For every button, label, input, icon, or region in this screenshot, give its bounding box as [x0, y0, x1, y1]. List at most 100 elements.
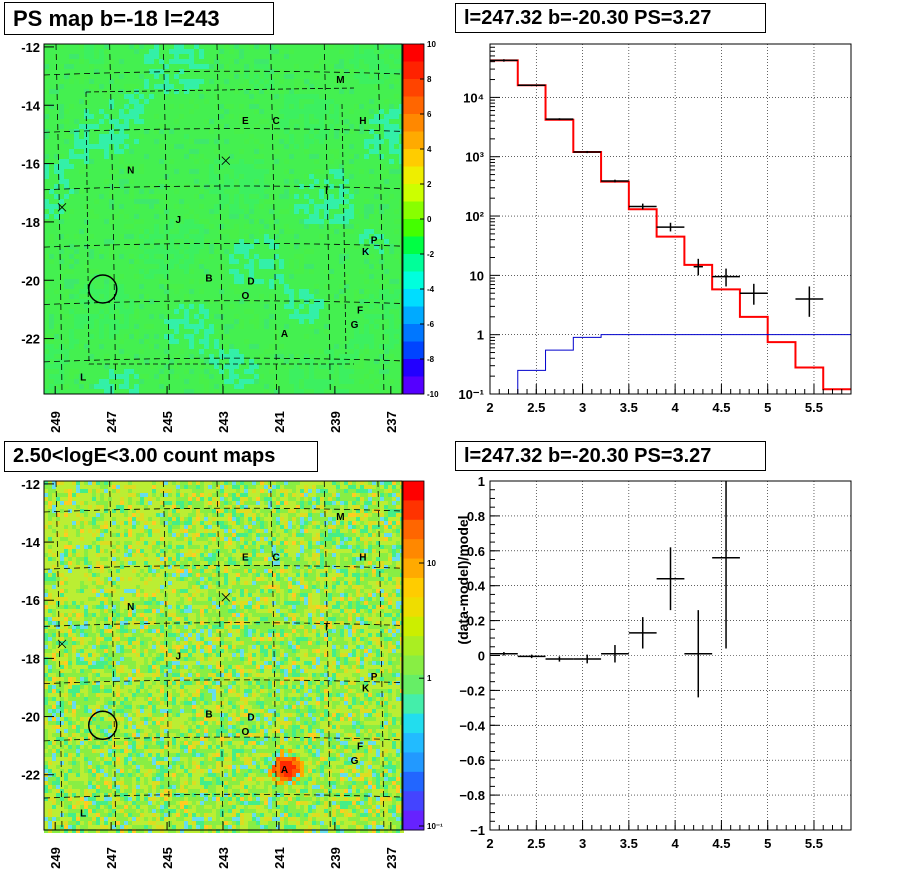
- source-label: H: [359, 553, 366, 564]
- grid-line-vertical: [162, 43, 170, 395]
- y-tick-label: −0.8: [459, 788, 485, 803]
- data-point: [712, 268, 740, 287]
- colorbar-swatch: [403, 539, 424, 560]
- y-tick-label: 0.2: [467, 614, 485, 629]
- grid-line-horizontal: [43, 793, 403, 799]
- x-tick-label: 4: [672, 836, 680, 851]
- grid-line-vertical: [270, 480, 278, 831]
- x-tick-label: 241: [272, 411, 287, 433]
- grid-line-vertical: [162, 480, 170, 831]
- y-tick-label: -18: [21, 651, 40, 666]
- colorbar-swatch: [403, 597, 424, 618]
- source-label: L: [80, 809, 86, 820]
- residual-point: [712, 481, 740, 649]
- colorbar-swatch: [403, 500, 424, 521]
- grid-line-vertical: [270, 43, 278, 395]
- residual-point: [490, 652, 518, 656]
- x-tick-label: 239: [328, 847, 343, 869]
- x-tick-label: 3.5: [620, 836, 638, 851]
- x-tick-label: 237: [384, 847, 399, 869]
- grid-line-vertical: [216, 480, 224, 831]
- colorbar-swatch: [403, 771, 424, 792]
- source-label: M: [336, 512, 344, 523]
- cross-marker: [57, 639, 67, 649]
- x-tick-label: 239: [328, 411, 343, 433]
- cross-marker: [221, 156, 231, 165]
- x-tick-label: 5.5: [805, 400, 823, 415]
- colorbar-swatch: [403, 616, 424, 637]
- y-tick-label: -14: [21, 535, 41, 550]
- grid-line-vertical: [216, 43, 224, 395]
- colorbar-swatch: [403, 376, 424, 395]
- grid-line-horizontal: [43, 622, 403, 627]
- count-map-grid: [43, 480, 403, 831]
- colorbar-swatch: [403, 577, 424, 598]
- source-label: I: [325, 186, 328, 197]
- source-label: E: [242, 116, 249, 127]
- y-tick-label: 10²: [465, 209, 484, 224]
- data-point: [628, 203, 657, 210]
- colorbar-tick-label: 4: [427, 145, 432, 154]
- x-tick-label: 5.5: [805, 836, 823, 851]
- data-point: [601, 179, 629, 183]
- x-tick-label: 5: [764, 836, 771, 851]
- source-label: N: [127, 165, 134, 176]
- grid-line-vertical: [323, 480, 331, 831]
- colorbar-tick-label: 1: [427, 674, 432, 683]
- source-label: N: [127, 602, 134, 613]
- x-tick-label: 4.5: [712, 836, 730, 851]
- y-tick-label: -12: [21, 40, 40, 55]
- grid-line-horizontal: [43, 185, 403, 191]
- source-label: F: [357, 305, 363, 316]
- y-tick-label: 0.8: [467, 509, 485, 524]
- x-tick-label: 237: [384, 411, 399, 433]
- count-map-pixels: [44, 481, 404, 833]
- x-tick-label: 247: [104, 847, 119, 869]
- y-tick-label: -12: [21, 477, 40, 492]
- source-label: K: [362, 683, 370, 694]
- colorbar-swatch: [403, 61, 424, 80]
- residual-point: [628, 617, 657, 649]
- colorbar-tick-label: 6: [427, 110, 432, 119]
- colorbar-swatch: [403, 114, 424, 132]
- x-tick-label: 4.5: [712, 400, 730, 415]
- count-map-colorbar: 10 1 10⁻¹: [402, 480, 443, 831]
- y-tick-label: -16: [21, 593, 40, 608]
- colorbar-swatch: [403, 655, 424, 676]
- x-tick-label: 3: [579, 836, 586, 851]
- source-label: C: [273, 553, 280, 564]
- colorbar-tick-label: 10⁻¹: [427, 822, 443, 831]
- x-tick-label: 241: [272, 847, 287, 869]
- colorbar-swatch: [403, 752, 424, 773]
- colorbar-swatch: [403, 166, 424, 185]
- x-tick-label: 243: [216, 847, 231, 869]
- ps-map-pixels: [44, 44, 404, 394]
- region-outline: [85, 87, 355, 365]
- y-tick-label: -22: [21, 332, 40, 347]
- source-label: H: [359, 116, 366, 127]
- x-tick-label: 2: [486, 400, 493, 415]
- grid-line-horizontal: [43, 357, 403, 363]
- colorbar-swatch: [403, 184, 424, 202]
- colorbar-tick-label: 10: [427, 40, 436, 49]
- residual-point: [656, 547, 685, 611]
- y-tick-label: 0.4: [467, 579, 486, 594]
- grid-line-vertical: [55, 43, 63, 395]
- colorbar-swatch: [403, 733, 424, 753]
- source-label: O: [241, 727, 249, 738]
- residuals-plot: 2 2.5 3 3.5 4 4.5 5 5.5 1 0.8 0.6 0.4 0.2 0 −0.2 −0.4 −0…: [455, 474, 852, 851]
- x-tick-label: 5: [764, 400, 771, 415]
- source-label: D: [247, 713, 254, 724]
- data-point: [656, 222, 685, 232]
- colorbar-swatch: [403, 636, 424, 656]
- y-tick-label: 0: [478, 649, 485, 664]
- data-point: [795, 286, 824, 317]
- colorbar-swatch: [403, 481, 424, 501]
- colorbar-swatch: [403, 810, 424, 831]
- ps-map-title: PS map b=-18 l=243: [4, 2, 274, 35]
- residual-point: [684, 610, 713, 698]
- grid-line-vertical: [323, 43, 331, 395]
- residual-point: [545, 656, 574, 662]
- colorbar-swatch: [403, 79, 424, 97]
- residual-point: [601, 645, 629, 663]
